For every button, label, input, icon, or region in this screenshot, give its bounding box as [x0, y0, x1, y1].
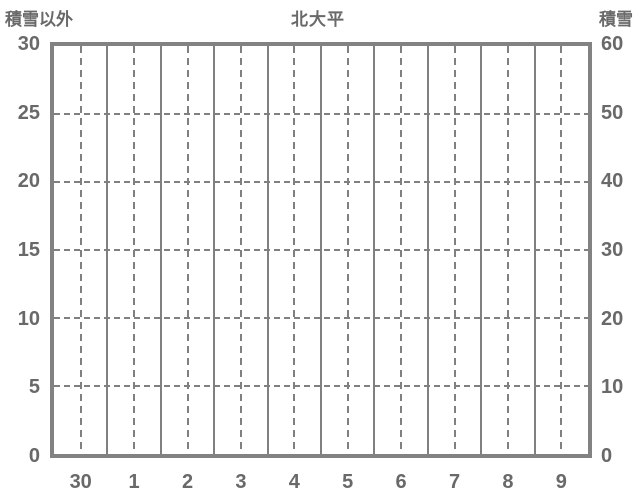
y-axis-right-tick-label: 40	[601, 170, 624, 193]
y-axis-left-tick-label: 20	[17, 170, 40, 193]
y-axis-left-tick-label: 5	[28, 376, 40, 399]
y-axis-right-tick-label: 20	[601, 307, 624, 330]
gridline-horizontal-dashed	[54, 181, 588, 183]
chart-title: 北大平	[291, 10, 345, 29]
y-axis-left-tick-label: 30	[17, 33, 40, 55]
y-axis-left-tick-label: 10	[17, 307, 40, 330]
x-axis-tick-label: 8	[502, 471, 514, 493]
gridline-horizontal-dashed	[54, 317, 588, 319]
gridline-horizontal-dashed	[54, 385, 588, 387]
y-axis-right-tick-label: 10	[601, 376, 624, 399]
x-axis-tick-label: 30	[69, 471, 92, 493]
right-axis-title: 積雪	[599, 10, 633, 29]
x-axis-tick-label: 6	[395, 471, 407, 493]
x-axis-tick-label: 4	[288, 471, 300, 493]
gridline-horizontal-dashed	[54, 113, 588, 115]
x-axis-tick-label: 9	[555, 471, 567, 493]
left-axis-title: 積雪以外	[5, 10, 73, 29]
y-axis-right-tick-label: 0	[601, 445, 613, 467]
y-axis-right-tick-label: 30	[601, 239, 624, 261]
y-axis-right-tick-label: 60	[601, 33, 624, 55]
plot-area	[50, 42, 592, 458]
y-axis-left-tick-label: 15	[17, 239, 40, 261]
x-axis-tick-label: 1	[128, 471, 140, 493]
x-axis-tick-label: 5	[342, 471, 354, 493]
x-axis-tick-label: 7	[448, 471, 461, 493]
y-axis-left-tick-label: 25	[17, 101, 40, 124]
x-axis-tick-label: 2	[181, 471, 194, 493]
y-axis-right-tick-label: 50	[601, 101, 624, 124]
x-axis-tick-label: 3	[235, 471, 247, 493]
y-axis-left-tick-label: 0	[28, 445, 40, 467]
gridline-horizontal-dashed	[54, 249, 588, 251]
